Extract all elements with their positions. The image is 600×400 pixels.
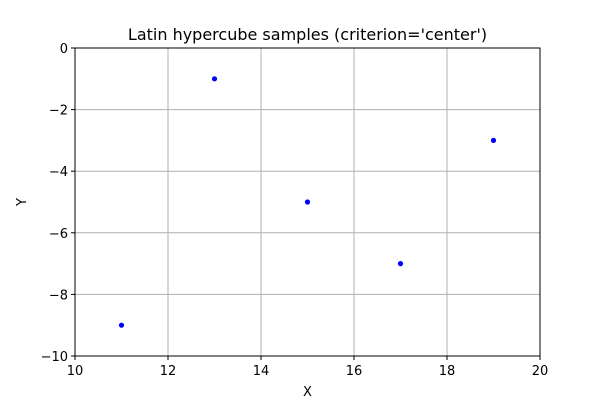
axis-ticks: 10 12 14 16 18 20 0 −2 −4 −6 −8 −10 bbox=[41, 42, 549, 379]
y-tick-label: −2 bbox=[49, 104, 68, 119]
y-tick-label: −4 bbox=[49, 165, 68, 180]
chart-title: Latin hypercube samples (criterion='cent… bbox=[128, 25, 487, 44]
x-axis-label: X bbox=[303, 385, 312, 400]
x-tick-label: 12 bbox=[160, 364, 177, 379]
data-point bbox=[211, 76, 218, 82]
plot-frame bbox=[74, 47, 541, 357]
y-axis-label: Y bbox=[15, 198, 30, 207]
y-tick-label: 0 bbox=[60, 42, 68, 57]
data-point bbox=[397, 261, 404, 267]
x-tick-label: 16 bbox=[346, 364, 363, 379]
x-tick-label: 10 bbox=[67, 364, 84, 379]
x-tick-label: 20 bbox=[532, 364, 549, 379]
data-points bbox=[118, 76, 497, 328]
y-tick-label: −10 bbox=[41, 350, 68, 365]
x-tick-label: 14 bbox=[253, 364, 270, 379]
data-point bbox=[304, 199, 311, 205]
x-tick-label: 18 bbox=[439, 364, 456, 379]
data-point bbox=[118, 322, 125, 328]
y-tick-label: −6 bbox=[49, 227, 68, 242]
y-tick-label: −8 bbox=[49, 288, 68, 303]
data-point bbox=[490, 137, 497, 143]
